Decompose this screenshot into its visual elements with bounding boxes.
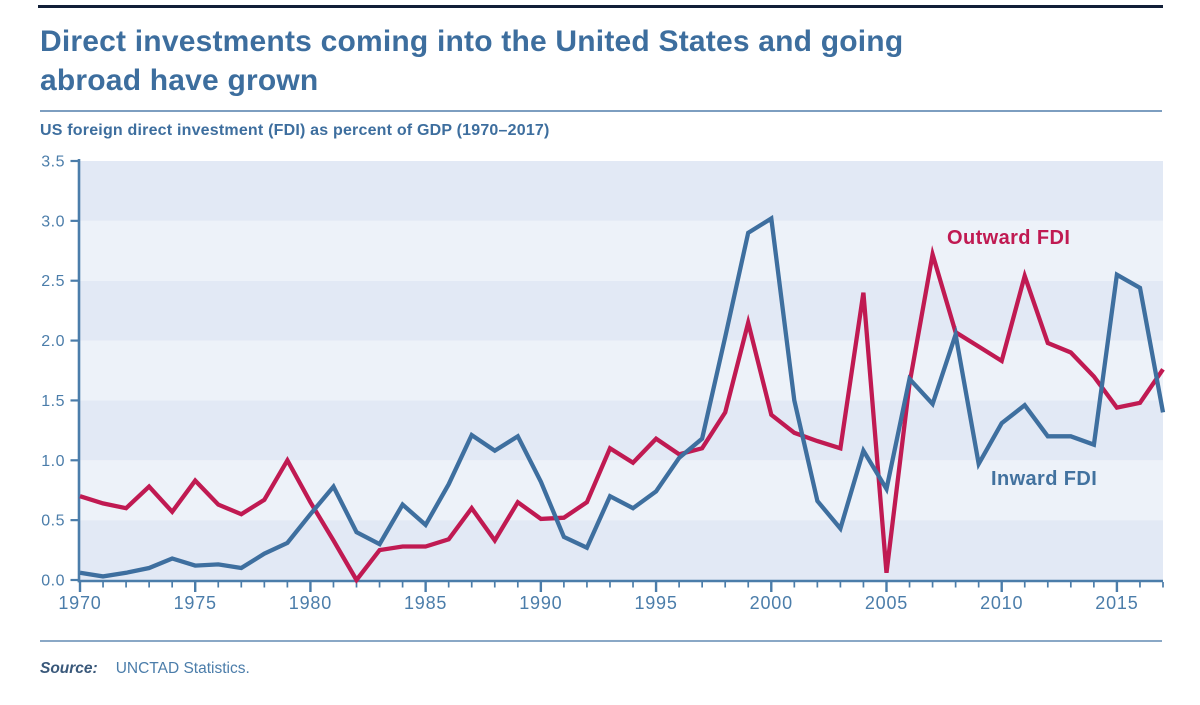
chart-subtitle: US foreign direct investment (FDI) as pe… — [40, 122, 550, 139]
legend-label-inward-fdi: Inward FDI — [991, 468, 1098, 490]
x-axis-label: 1995 — [634, 593, 677, 613]
chart-line-outward-fdi — [79, 245, 1165, 584]
page-title-line2: abroad have grown — [40, 64, 319, 97]
y-axis-label: 2.5 — [41, 273, 65, 290]
page-title: Direct investments coming into the Unite… — [40, 22, 1180, 100]
source-note: Source: UNCTAD Statistics. — [40, 660, 250, 678]
x-axis-label: 2010 — [980, 593, 1023, 613]
plot-band — [80, 161, 1163, 221]
plot-band — [80, 340, 1163, 401]
x-axis-label: 2005 — [865, 593, 908, 613]
plot-band — [80, 220, 1163, 281]
plot-band — [80, 460, 1163, 521]
y-axis-label: 1.0 — [41, 453, 65, 470]
y-axis-label: 3.5 — [41, 154, 65, 171]
x-axis-label: 2015 — [1095, 593, 1138, 613]
y-axis-label: 2.0 — [41, 333, 65, 350]
plot-band — [80, 280, 1163, 341]
legend-label-outward-fdi: Outward FDI — [947, 227, 1071, 249]
y-axis-label: 0.5 — [41, 513, 65, 530]
plot-band — [80, 520, 1163, 580]
x-axis-label: 2000 — [750, 593, 793, 613]
source-text: UNCTAD Statistics. — [115, 660, 250, 677]
x-axis-label: 1985 — [404, 593, 447, 613]
title-divider — [40, 110, 1162, 112]
y-axis-label: 1.5 — [41, 393, 65, 410]
chart-line-inward-fdi — [79, 214, 1166, 579]
y-axis-label: 3.0 — [41, 213, 65, 230]
page-title-line1: Direct investments coming into the Unite… — [40, 25, 904, 58]
x-axis-label: 1970 — [58, 593, 101, 613]
y-axis-label: 0.0 — [41, 573, 65, 590]
x-axis-label: 1975 — [174, 593, 217, 613]
x-axis-label: 1990 — [519, 593, 562, 613]
figure-top-rule — [38, 5, 1163, 8]
x-axis-label: 1980 — [289, 593, 332, 613]
source-divider — [40, 640, 1162, 642]
source-label: Source: — [40, 660, 98, 677]
plot-band — [80, 400, 1163, 461]
